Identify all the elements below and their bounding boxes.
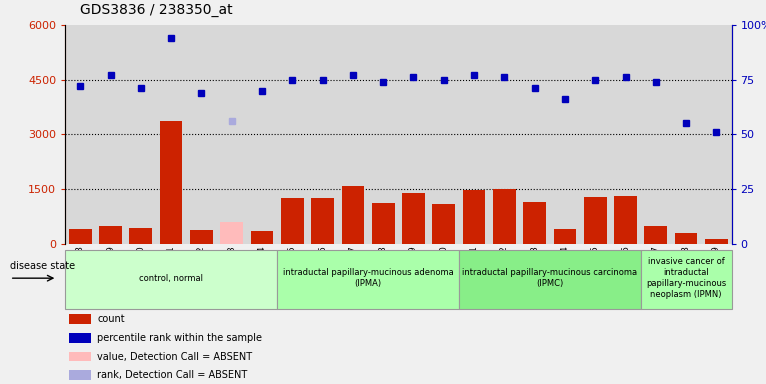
Bar bbox=[99, 226, 122, 244]
Bar bbox=[65, 250, 277, 309]
Bar bbox=[640, 250, 732, 309]
Text: count: count bbox=[97, 314, 125, 324]
Bar bbox=[489, 25, 519, 244]
Bar bbox=[463, 190, 486, 244]
Bar bbox=[277, 25, 307, 244]
Bar bbox=[160, 121, 182, 244]
Bar bbox=[614, 196, 637, 244]
Text: invasive cancer of
intraductal
papillary-mucinous
neoplasm (IPMN): invasive cancer of intraductal papillary… bbox=[646, 257, 726, 299]
Bar bbox=[69, 371, 91, 380]
Bar bbox=[190, 230, 213, 244]
Bar bbox=[554, 228, 576, 244]
Bar bbox=[69, 228, 92, 244]
Bar bbox=[368, 25, 398, 244]
Text: control, normal: control, normal bbox=[139, 274, 203, 283]
Bar bbox=[429, 25, 459, 244]
Bar bbox=[69, 333, 91, 343]
Text: value, Detection Call = ABSENT: value, Detection Call = ABSENT bbox=[97, 352, 252, 362]
Bar bbox=[126, 25, 156, 244]
Bar bbox=[402, 194, 425, 244]
Bar bbox=[675, 233, 698, 244]
Text: GDS3836 / 238350_at: GDS3836 / 238350_at bbox=[80, 3, 233, 17]
Text: intraductal papillary-mucinous adenoma
(IPMA): intraductal papillary-mucinous adenoma (… bbox=[283, 268, 453, 288]
Bar bbox=[69, 352, 91, 361]
Bar bbox=[644, 226, 667, 244]
Bar bbox=[671, 25, 701, 244]
Bar bbox=[701, 25, 732, 244]
Bar bbox=[580, 25, 611, 244]
Bar bbox=[247, 25, 277, 244]
Bar bbox=[65, 25, 96, 244]
Text: disease state: disease state bbox=[10, 261, 75, 271]
Bar bbox=[459, 250, 640, 309]
Bar bbox=[186, 25, 217, 244]
Bar bbox=[493, 189, 516, 244]
Bar bbox=[307, 25, 338, 244]
Bar bbox=[311, 198, 334, 244]
Bar bbox=[640, 25, 671, 244]
Bar bbox=[372, 203, 394, 244]
Bar bbox=[705, 239, 728, 244]
Bar bbox=[277, 250, 459, 309]
Text: intraductal papillary-mucinous carcinoma
(IPMC): intraductal papillary-mucinous carcinoma… bbox=[462, 268, 637, 288]
Bar bbox=[523, 202, 546, 244]
Bar bbox=[250, 231, 273, 244]
Bar bbox=[129, 228, 152, 244]
Bar bbox=[519, 25, 550, 244]
Bar bbox=[217, 25, 247, 244]
Bar bbox=[550, 25, 580, 244]
Bar bbox=[221, 222, 243, 244]
Bar bbox=[432, 204, 455, 244]
Bar bbox=[459, 25, 489, 244]
Bar bbox=[96, 25, 126, 244]
Bar bbox=[398, 25, 429, 244]
Bar bbox=[584, 197, 607, 244]
Bar bbox=[156, 25, 186, 244]
Text: percentile rank within the sample: percentile rank within the sample bbox=[97, 333, 262, 343]
Text: rank, Detection Call = ABSENT: rank, Detection Call = ABSENT bbox=[97, 370, 247, 380]
Bar bbox=[611, 25, 640, 244]
Bar bbox=[281, 198, 303, 244]
Bar bbox=[338, 25, 368, 244]
Bar bbox=[69, 314, 91, 324]
Bar bbox=[342, 186, 365, 244]
